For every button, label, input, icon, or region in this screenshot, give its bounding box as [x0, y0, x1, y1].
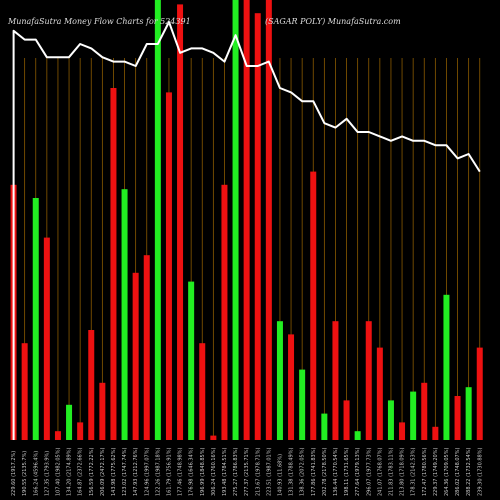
flow-bar: [387, 400, 394, 440]
bar-series: [10, 0, 483, 441]
x-tick-label: 264.36 (1709.05%): [444, 448, 450, 496]
x-tick-label: 134.20 (2174.89%): [67, 448, 73, 496]
x-tick-label: 193.48 (1784.51%): [222, 448, 228, 496]
flow-bar: [399, 422, 406, 440]
flow-bar: [343, 400, 350, 440]
flow-bar: [288, 334, 295, 440]
flow-bar: [476, 347, 483, 440]
flow-bar: [310, 171, 317, 440]
flow-bar: [465, 387, 472, 440]
flow-bar: [54, 431, 61, 440]
x-tick-label: 140.93 (11.68%): [277, 454, 283, 496]
x-tick-label: 164.87 (2372.66%): [78, 448, 84, 496]
flow-bar: [299, 369, 306, 440]
x-tick-label: 177.86 (1741.83%): [311, 448, 317, 496]
flow-bar: [221, 184, 228, 440]
x-tick-label: 147.93 (1212.76%): [133, 448, 139, 496]
flow-bar: [121, 189, 128, 440]
x-tick-label: 166.24 (4596.4%): [33, 451, 39, 496]
x-tick-label: 190.55 (2135.7%): [22, 451, 28, 496]
flow-bar: [66, 404, 73, 440]
x-tick-label: 206.09 (2472.17%): [100, 448, 106, 496]
x-tick-label: 161.79 (1756.91%): [166, 448, 172, 496]
flow-bar: [410, 391, 417, 440]
flow-bar: [177, 4, 184, 441]
x-tick-label: 229.60 (1917.2%): [11, 451, 17, 496]
x-tick-label: 177.46 (1748.98%): [178, 448, 184, 496]
x-tick-label: 123.02 (1747.74%): [122, 448, 128, 496]
x-tick-label: 213.67 (1978.71%): [255, 448, 261, 496]
flow-bar: [77, 422, 84, 440]
flow-bar: [43, 237, 50, 440]
flow-bar: [232, 0, 239, 440]
x-tick-label: 277.37 (2135.71%): [244, 448, 250, 496]
flow-bar: [99, 382, 106, 440]
x-tick-label: 156.59 (1772.22%): [89, 448, 95, 496]
x-tick-label: 196.99 (1848.85%): [200, 448, 206, 496]
x-tick-label: 277.64 (1979.13%): [355, 448, 361, 496]
flow-bar: [154, 0, 161, 440]
flow-bar: [432, 426, 439, 440]
x-tick-label: 241.07 (1768.07%): [377, 448, 383, 496]
x-tick-label: 239.30 (1730.88%): [477, 448, 483, 496]
flow-bar: [143, 255, 150, 440]
x-tick-label: 198.11 (1731.65%): [344, 448, 350, 496]
x-tick-label: 122.26 (1987.18%): [155, 448, 161, 496]
x-tick-label: 229.37 (1749.20%): [433, 448, 439, 496]
flow-bar: [165, 92, 172, 441]
flow-bar: [354, 431, 361, 440]
x-tick-label: 138.36 (2072.05%): [300, 448, 306, 496]
flow-bar: [210, 435, 217, 440]
flow-bar: [110, 88, 117, 440]
flow-bar: [332, 321, 339, 440]
x-tick-label: 178.31 (2142.53%): [411, 448, 417, 496]
x-tick-label: 306.24 (1760.16%): [211, 448, 217, 496]
x-tick-label: 176.98 (1646.34%): [189, 448, 195, 496]
flow-bar: [254, 13, 261, 440]
flow-bar: [32, 198, 39, 440]
x-tick-labels: 229.60 (1917.2%) 190.55 (2135.7%) 166.24 (…: [11, 448, 483, 496]
x-tick-label: 213.80 (1718.09%): [400, 448, 406, 496]
flow-bar: [443, 294, 450, 440]
flow-bar: [421, 382, 428, 440]
x-tick-label: 143.98 (1775.62%): [111, 448, 117, 496]
flow-bar: [188, 281, 195, 440]
x-tick-label: 107.40 (1982.05%): [55, 448, 61, 496]
flow-bar: [376, 347, 383, 440]
x-tick-label: 275.27 (1786.83%): [233, 448, 239, 496]
x-tick-label: 172.47 (1780.56%): [422, 448, 428, 496]
x-tick-label: 127.35 (1793.9%): [44, 451, 50, 496]
flow-bar: [265, 0, 272, 440]
flow-bar: [321, 413, 328, 440]
x-tick-label: 223.51 (1987.01%): [266, 448, 272, 496]
flow-bar: [454, 396, 461, 440]
x-tick-label: 202.78 (2178.50%): [322, 448, 328, 496]
x-tick-label: 211.83 (1783.11%): [388, 448, 394, 496]
flow-bar: [21, 343, 28, 440]
x-tick-label: 131.38 (1788.49%): [289, 448, 295, 496]
flow-bar: [199, 343, 206, 440]
flow-bar: [276, 321, 283, 440]
chart-title: MunafaSutra Money Flow Charts for 524391: [7, 17, 191, 26]
line-series: [12, 21, 481, 440]
x-tick-label: 136.44 (1770.54%): [333, 448, 339, 496]
x-tick-label: 124.96 (1997.07%): [144, 448, 150, 496]
x-tick-label: 288.22 (1732.54%): [466, 448, 472, 496]
x-tick-label: 296.07 (1977.73%): [366, 448, 372, 496]
chart-subtitle: (SAGAR POLY) MunafaSutra.com: [265, 17, 401, 26]
flow-bar: [88, 330, 95, 440]
money-flow-line: [12, 21, 481, 440]
flow-bar: [132, 272, 139, 440]
flow-bar: [365, 321, 372, 440]
flow-bar: [243, 0, 250, 440]
x-tick-label: 286.02 (1748.07%): [455, 448, 461, 496]
